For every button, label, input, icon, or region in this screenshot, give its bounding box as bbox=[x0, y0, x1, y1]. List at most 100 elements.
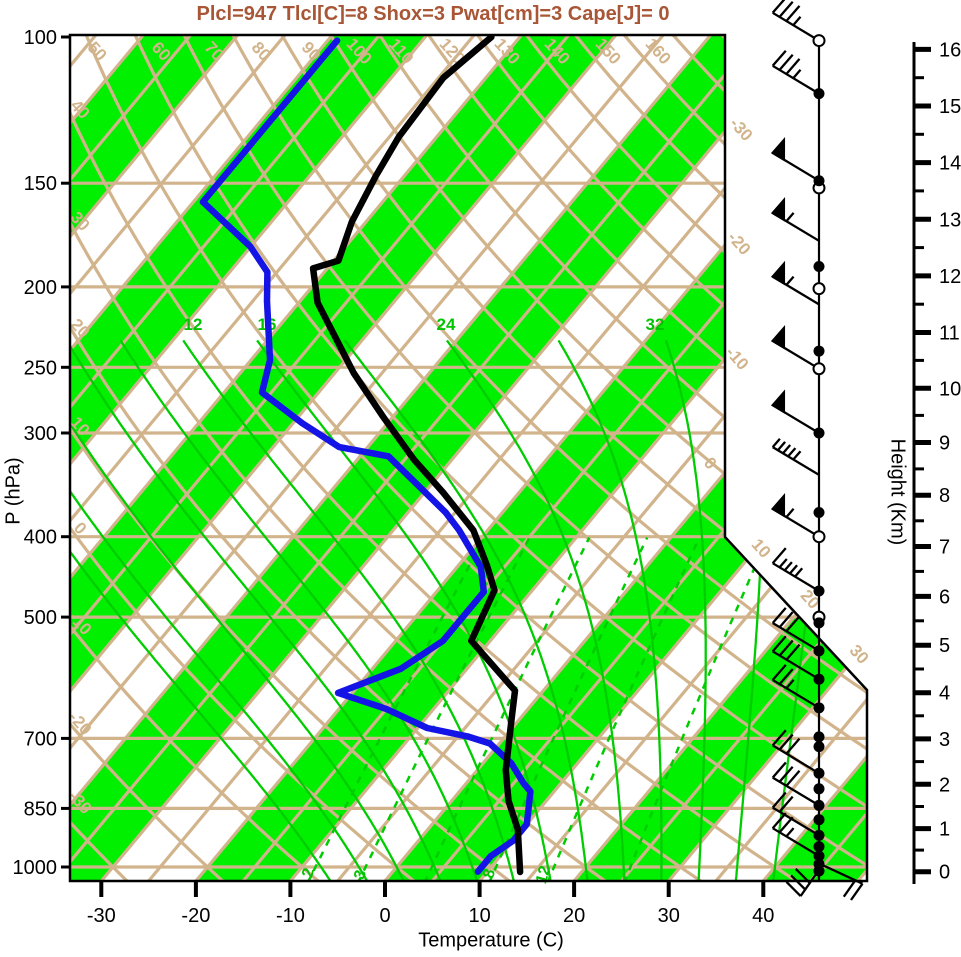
wind-barb bbox=[771, 791, 820, 837]
profiles bbox=[199, 35, 534, 876]
height-tick-label: 11 bbox=[939, 323, 960, 345]
height-tick-label: 3 bbox=[939, 729, 950, 751]
station-dot bbox=[813, 783, 825, 795]
mixing-ratio-line bbox=[423, 537, 591, 881]
height-tick-label: 8 bbox=[939, 485, 950, 507]
height-tick-label: 16 bbox=[939, 39, 961, 61]
isotherm bbox=[70, 35, 618, 881]
station-dot bbox=[813, 741, 825, 753]
dry-adiabat bbox=[70, 35, 227, 881]
plot-boundary bbox=[68, 33, 869, 883]
dry-adiabat bbox=[70, 35, 419, 881]
height-tick-label: 7 bbox=[939, 536, 950, 558]
height-tick-label: 5 bbox=[939, 635, 950, 657]
dry-adiabat bbox=[70, 35, 132, 881]
station-dot bbox=[813, 814, 825, 826]
station-circle-open bbox=[812, 34, 826, 48]
pressure-tick-label: 100 bbox=[24, 27, 57, 49]
mixing-ratio-line bbox=[306, 537, 486, 881]
moist-adiabat-label: 12 bbox=[184, 315, 203, 334]
moist-adiabat bbox=[70, 339, 334, 881]
wind-barb bbox=[770, 260, 820, 306]
wind-barb bbox=[771, 0, 820, 42]
mixing-ratio-line bbox=[546, 537, 701, 881]
temperature-curve bbox=[309, 35, 524, 876]
chart-title: Plcl=947 Tlcl[C]=8 Shox=3 Pwat[cm]=3 Cap… bbox=[196, 3, 670, 25]
moist-adiabat bbox=[70, 339, 370, 881]
shaded-band bbox=[574, 35, 867, 881]
shaded-band bbox=[70, 35, 427, 881]
isotherm bbox=[70, 35, 381, 881]
dry-adiabat-label: 80 bbox=[248, 38, 275, 65]
station-dot bbox=[813, 767, 825, 779]
pressure-tick-label: 200 bbox=[24, 277, 57, 299]
isotherm bbox=[70, 35, 192, 881]
moist-adiabat bbox=[256, 339, 553, 881]
pressure-tick-label: 1000 bbox=[13, 857, 58, 879]
mixing-ratio-label: 8 bbox=[480, 867, 499, 880]
wind-barb bbox=[771, 438, 820, 476]
dry-adiabat bbox=[176, 35, 867, 881]
mixing-ratio-label: 3 bbox=[351, 868, 370, 881]
pressure-axis: 100 150 200 250 300 400 500 700 850 1000 bbox=[13, 27, 70, 879]
station-dot bbox=[813, 175, 825, 187]
shaded-band bbox=[0, 35, 49, 881]
height-tick-label: 9 bbox=[939, 432, 950, 454]
station-dot bbox=[813, 702, 825, 714]
moist-adiabat bbox=[119, 339, 480, 881]
isotherm-label: -30 bbox=[726, 114, 757, 145]
height-tick-label: 0 bbox=[939, 862, 950, 884]
moist-adiabat bbox=[182, 339, 516, 881]
station-dot bbox=[813, 585, 825, 597]
temperature-tick-label: 20 bbox=[563, 905, 585, 927]
wind-barb bbox=[770, 197, 820, 242]
station-dot bbox=[813, 829, 825, 841]
moist-adiabat bbox=[445, 339, 626, 881]
height-tick-label: 1 bbox=[939, 819, 950, 841]
isotherm bbox=[70, 35, 334, 881]
dry-adiabat bbox=[273, 35, 867, 881]
isotherm-label: 30 bbox=[846, 641, 873, 668]
wind-barb bbox=[771, 761, 820, 807]
wind-barb bbox=[770, 325, 820, 370]
station-dot bbox=[813, 88, 825, 100]
plot-area bbox=[0, 22, 867, 884]
isotherm-label: 10 bbox=[748, 535, 775, 562]
height-tick-label: 10 bbox=[939, 378, 961, 400]
pressure-tick-label: 500 bbox=[24, 607, 57, 629]
dry-adiabat bbox=[321, 35, 867, 881]
station-circle-open bbox=[812, 530, 826, 544]
pressure-tick-label: 250 bbox=[24, 357, 57, 379]
wind-barb bbox=[771, 729, 820, 775]
dry-adiabat bbox=[70, 35, 802, 881]
station-dot bbox=[813, 841, 825, 853]
station-dot bbox=[813, 506, 825, 518]
moist-adiabat bbox=[70, 339, 443, 881]
height-tick-label: 15 bbox=[939, 96, 961, 118]
temperature-axis-title: Temperature (C) bbox=[418, 929, 564, 952]
height-tick-label: 6 bbox=[939, 586, 950, 608]
isotherm bbox=[70, 35, 239, 881]
temperature-tick-label: -30 bbox=[87, 905, 116, 927]
temperature-tick-label: 10 bbox=[468, 905, 490, 927]
station-dot bbox=[813, 260, 825, 272]
pressure-tick-label: 850 bbox=[24, 798, 57, 820]
height-tick-label: 13 bbox=[939, 209, 961, 231]
dry-adiabat bbox=[70, 35, 515, 881]
temperature-tick-label: -20 bbox=[181, 905, 210, 927]
moist-adiabat bbox=[664, 340, 707, 881]
dry-adiabat bbox=[0, 22, 34, 884]
moist-adiabat bbox=[557, 339, 663, 881]
moist-adiabat bbox=[70, 339, 407, 881]
wind-barb bbox=[770, 137, 820, 182]
temperature-tick-label: 0 bbox=[379, 905, 390, 927]
temperature-tick-label: 40 bbox=[752, 905, 774, 927]
pressure-tick-label: 150 bbox=[24, 173, 57, 195]
wind-barb bbox=[770, 389, 820, 434]
temperature-tick-label: 30 bbox=[658, 905, 680, 927]
station-dot bbox=[813, 865, 825, 877]
pressure-tick-label: 700 bbox=[24, 728, 57, 750]
